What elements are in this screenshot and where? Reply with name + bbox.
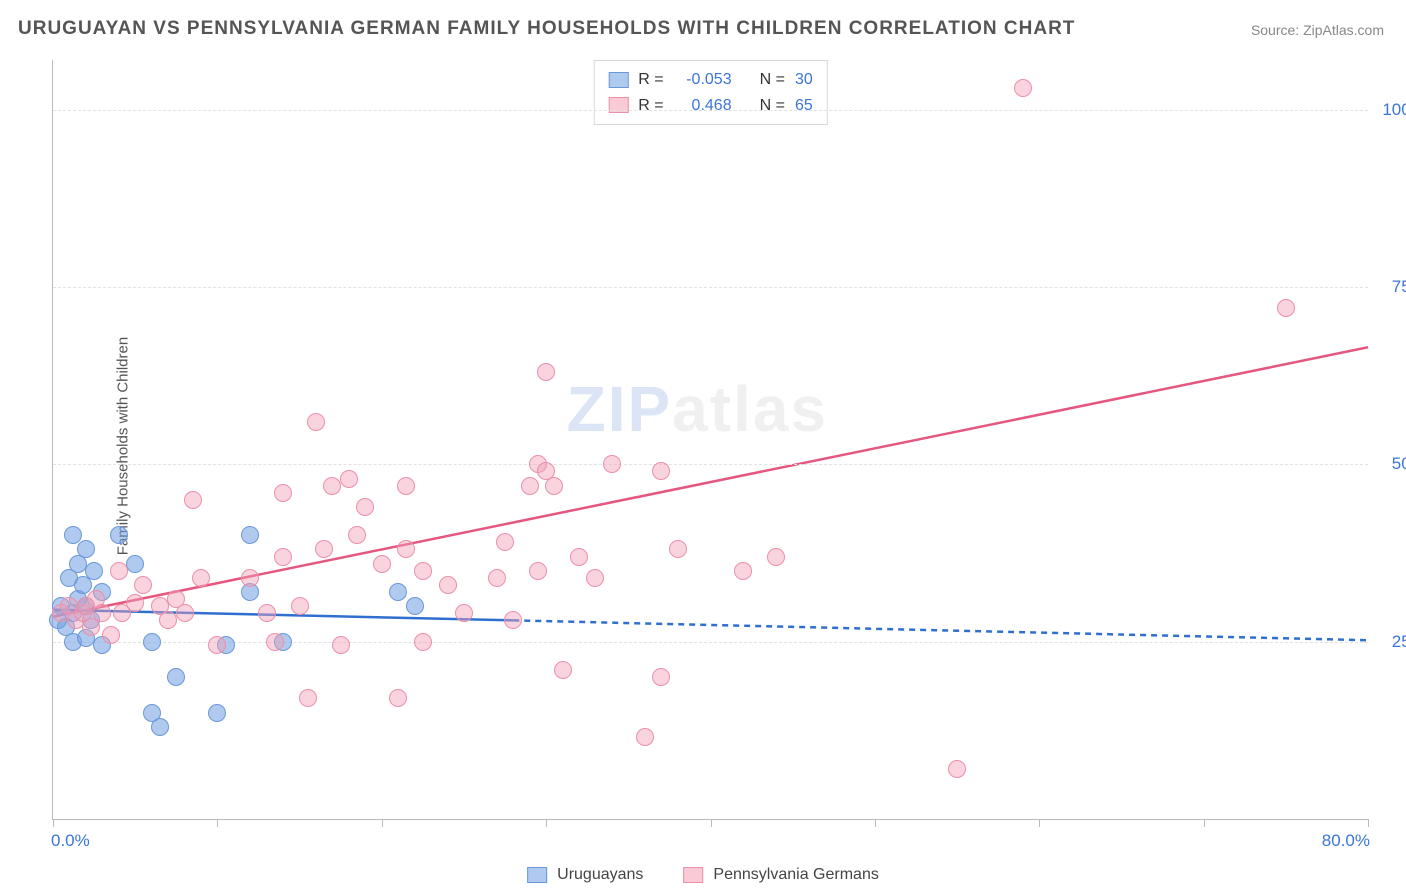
- scatter-point-pennsylvania_germans: [496, 533, 514, 551]
- legend-item-uruguayans: Uruguayans: [527, 866, 643, 884]
- scatter-point-pennsylvania_germans: [315, 540, 333, 558]
- x-tick: [875, 819, 876, 827]
- y-tick-label: 25.0%: [1392, 632, 1406, 652]
- scatter-point-pennsylvania_germans: [545, 477, 563, 495]
- scatter-point-pennsylvania_germans: [102, 626, 120, 644]
- scatter-point-uruguayans: [167, 668, 185, 686]
- plot-area: ZIPatlas R = -0.053 N = 30 R = 0.468 N =…: [52, 60, 1368, 820]
- scatter-point-pennsylvania_germans: [134, 576, 152, 594]
- scatter-point-pennsylvania_germans: [266, 633, 284, 651]
- scatter-point-pennsylvania_germans: [734, 562, 752, 580]
- y-tick-label: 75.0%: [1392, 277, 1406, 297]
- legend-label-penn-germans: Pennsylvania Germans: [713, 866, 878, 884]
- scatter-point-uruguayans: [110, 526, 128, 544]
- x-tick: [1039, 819, 1040, 827]
- scatter-point-pennsylvania_germans: [192, 569, 210, 587]
- scatter-point-pennsylvania_germans: [307, 413, 325, 431]
- scatter-point-pennsylvania_germans: [948, 760, 966, 778]
- chart-container: URUGUAYAN VS PENNSYLVANIA GERMAN FAMILY …: [0, 0, 1406, 892]
- scatter-point-pennsylvania_germans: [126, 594, 144, 612]
- legend-label-uruguayans: Uruguayans: [557, 866, 643, 884]
- scatter-point-pennsylvania_germans: [397, 477, 415, 495]
- x-tick: [546, 819, 547, 827]
- scatter-point-pennsylvania_germans: [274, 548, 292, 566]
- scatter-point-pennsylvania_germans: [176, 604, 194, 622]
- scatter-point-pennsylvania_germans: [373, 555, 391, 573]
- scatter-point-pennsylvania_germans: [299, 689, 317, 707]
- bottom-legend: Uruguayans Pennsylvania Germans: [527, 866, 879, 884]
- scatter-point-pennsylvania_germans: [93, 604, 111, 622]
- gridline-h: [53, 287, 1368, 288]
- x-tick: [1204, 819, 1205, 827]
- scatter-point-uruguayans: [77, 540, 95, 558]
- scatter-point-uruguayans: [126, 555, 144, 573]
- scatter-point-pennsylvania_germans: [669, 540, 687, 558]
- source-attribution: Source: ZipAtlas.com: [1251, 22, 1384, 38]
- scatter-point-pennsylvania_germans: [274, 484, 292, 502]
- trend-line-uruguayans-extension: [513, 620, 1368, 640]
- scatter-point-pennsylvania_germans: [455, 604, 473, 622]
- scatter-point-pennsylvania_germans: [1277, 299, 1295, 317]
- scatter-point-pennsylvania_germans: [537, 363, 555, 381]
- scatter-point-pennsylvania_germans: [389, 689, 407, 707]
- scatter-point-pennsylvania_germans: [356, 498, 374, 516]
- scatter-point-pennsylvania_germans: [488, 569, 506, 587]
- scatter-point-pennsylvania_germans: [159, 611, 177, 629]
- scatter-point-pennsylvania_germans: [348, 526, 366, 544]
- trend-lines-svg: [53, 60, 1368, 819]
- swatch-blue-icon: [527, 867, 547, 883]
- gridline-h: [53, 464, 1368, 465]
- scatter-point-pennsylvania_germans: [397, 540, 415, 558]
- scatter-point-pennsylvania_germans: [332, 636, 350, 654]
- scatter-point-uruguayans: [241, 526, 259, 544]
- scatter-point-uruguayans: [389, 583, 407, 601]
- scatter-point-pennsylvania_germans: [504, 611, 522, 629]
- scatter-point-pennsylvania_germans: [258, 604, 276, 622]
- x-tick: [217, 819, 218, 827]
- scatter-point-pennsylvania_germans: [439, 576, 457, 594]
- x-tick: [1368, 819, 1369, 827]
- scatter-point-pennsylvania_germans: [414, 633, 432, 651]
- scatter-point-uruguayans: [64, 526, 82, 544]
- x-tick-label-max: 80.0%: [1322, 831, 1370, 851]
- scatter-point-pennsylvania_germans: [414, 562, 432, 580]
- scatter-point-pennsylvania_germans: [110, 562, 128, 580]
- scatter-point-pennsylvania_germans: [521, 477, 539, 495]
- scatter-point-uruguayans: [208, 704, 226, 722]
- x-tick: [711, 819, 712, 827]
- swatch-pink-icon: [683, 867, 703, 883]
- scatter-point-pennsylvania_germans: [529, 562, 547, 580]
- scatter-point-pennsylvania_germans: [636, 728, 654, 746]
- scatter-point-uruguayans: [143, 633, 161, 651]
- scatter-point-pennsylvania_germans: [323, 477, 341, 495]
- scatter-point-pennsylvania_germans: [184, 491, 202, 509]
- y-tick-label: 100.0%: [1382, 100, 1406, 120]
- scatter-point-pennsylvania_germans: [570, 548, 588, 566]
- gridline-h: [53, 110, 1368, 111]
- scatter-point-uruguayans: [85, 562, 103, 580]
- gridline-h: [53, 642, 1368, 643]
- scatter-point-uruguayans: [406, 597, 424, 615]
- scatter-point-pennsylvania_germans: [767, 548, 785, 566]
- legend-item-penn-germans: Pennsylvania Germans: [683, 866, 878, 884]
- scatter-point-pennsylvania_germans: [652, 462, 670, 480]
- x-tick: [382, 819, 383, 827]
- x-tick-label-min: 0.0%: [51, 831, 90, 851]
- scatter-point-pennsylvania_germans: [554, 661, 572, 679]
- scatter-point-pennsylvania_germans: [586, 569, 604, 587]
- scatter-point-uruguayans: [151, 718, 169, 736]
- scatter-point-pennsylvania_germans: [291, 597, 309, 615]
- scatter-point-pennsylvania_germans: [1014, 79, 1032, 97]
- chart-title: URUGUAYAN VS PENNSYLVANIA GERMAN FAMILY …: [18, 18, 1075, 40]
- scatter-point-pennsylvania_germans: [652, 668, 670, 686]
- scatter-point-pennsylvania_germans: [340, 470, 358, 488]
- scatter-point-pennsylvania_germans: [603, 455, 621, 473]
- x-tick: [53, 819, 54, 827]
- scatter-point-pennsylvania_germans: [241, 569, 259, 587]
- scatter-point-pennsylvania_germans: [208, 636, 226, 654]
- y-tick-label: 50.0%: [1392, 454, 1406, 474]
